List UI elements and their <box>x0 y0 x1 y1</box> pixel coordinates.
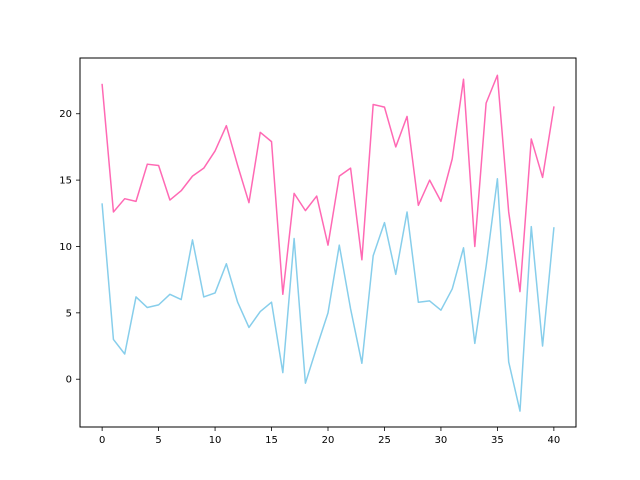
x-tick-label: 30 <box>435 435 448 446</box>
plot-frame <box>79 57 577 428</box>
x-tick-label: 25 <box>378 435 391 446</box>
y-axis: 0 5 10 15 20 <box>59 109 80 386</box>
x-tick-label: 20 <box>322 435 335 446</box>
x-axis: 0 5 10 15 20 25 30 35 40 <box>99 427 560 446</box>
y-tick-label: 0 <box>66 375 72 386</box>
series-line-2 <box>101 178 555 412</box>
x-tick-label: 15 <box>265 435 278 446</box>
series-group <box>101 74 555 412</box>
y-tick-label: 20 <box>59 109 72 120</box>
x-tick-label: 0 <box>99 435 105 446</box>
series-line-1 <box>101 74 555 296</box>
x-tick-label: 10 <box>209 435 222 446</box>
x-tick-label: 35 <box>491 435 504 446</box>
y-tick-label: 15 <box>59 176 72 187</box>
y-tick-label: 10 <box>59 242 72 253</box>
y-tick-label: 5 <box>66 308 72 319</box>
x-tick-label: 5 <box>155 435 161 446</box>
x-tick-label: 40 <box>547 435 560 446</box>
